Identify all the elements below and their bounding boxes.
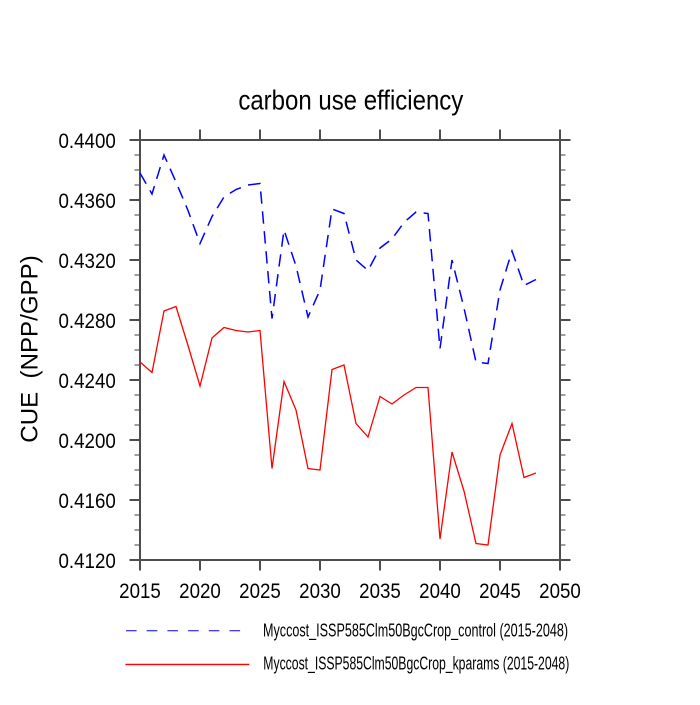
svg-text:0.4200: 0.4200 — [58, 430, 115, 454]
svg-text:Myccost_ISSP585Clm50BgcCrop_kp: Myccost_ISSP585Clm50BgcCrop_kparams (201… — [263, 654, 569, 674]
svg-text:2025: 2025 — [239, 580, 281, 604]
svg-text:0.4160: 0.4160 — [58, 490, 115, 514]
svg-text:2030: 2030 — [299, 580, 341, 604]
svg-text:2050: 2050 — [539, 580, 581, 604]
svg-text:0.4400: 0.4400 — [58, 130, 115, 154]
svg-text:carbon use efficiency: carbon use efficiency — [238, 86, 463, 116]
svg-text:2040: 2040 — [419, 580, 461, 604]
svg-text:2015: 2015 — [119, 580, 161, 604]
svg-text:0.4120: 0.4120 — [58, 550, 115, 574]
svg-text:0.4320: 0.4320 — [58, 250, 115, 274]
svg-text:Myccost_ISSP585Clm50BgcCrop_co: Myccost_ISSP585Clm50BgcCrop_control (201… — [263, 621, 568, 641]
svg-text:2035: 2035 — [359, 580, 401, 604]
svg-text:0.4280: 0.4280 — [58, 310, 115, 334]
svg-text:0.4240: 0.4240 — [58, 370, 115, 394]
svg-text:CUE (NPP/GPP): CUE (NPP/GPP) — [17, 255, 44, 442]
svg-text:2020: 2020 — [179, 580, 221, 604]
svg-text:0.4360: 0.4360 — [58, 190, 115, 214]
svg-text:2045: 2045 — [479, 580, 521, 604]
